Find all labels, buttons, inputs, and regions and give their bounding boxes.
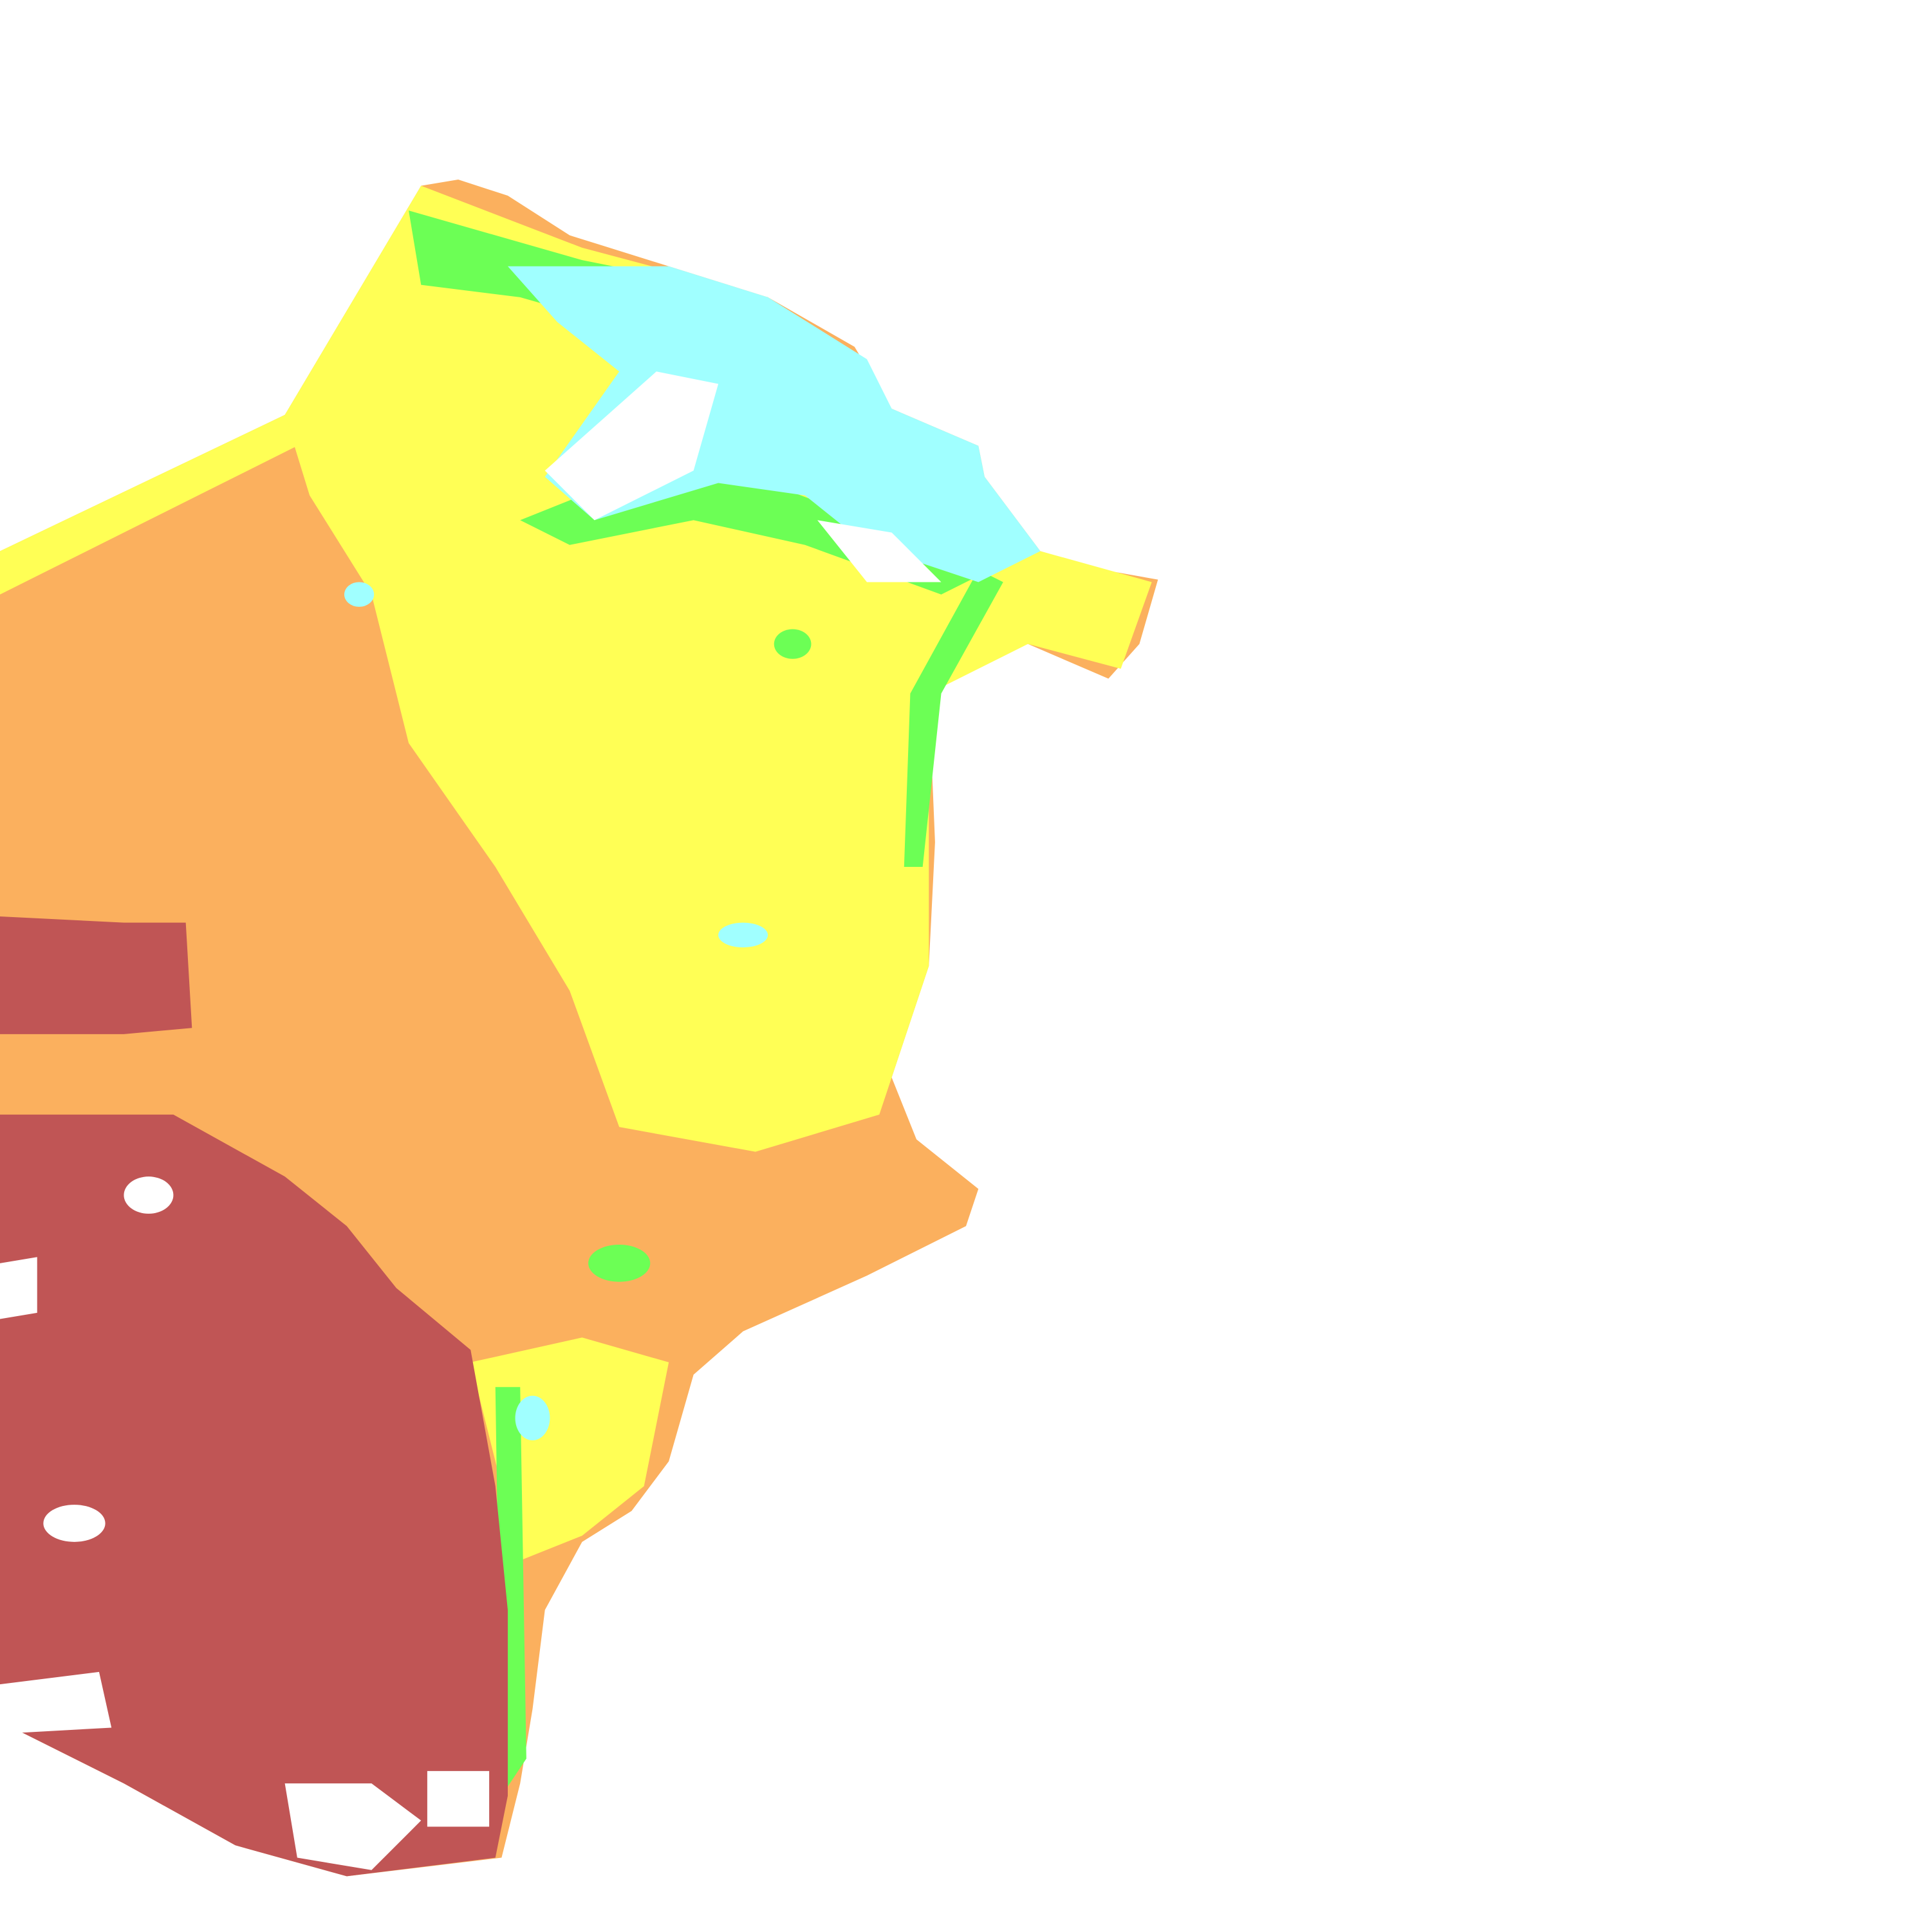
region-class-3 — [284, 185, 1152, 1152]
pond — [344, 582, 375, 607]
region-class-3-west — [0, 414, 297, 595]
vegetation-patch — [774, 629, 812, 659]
nodata-hole — [0, 1671, 112, 1734]
pond — [515, 1395, 550, 1441]
nodata-hole — [284, 1783, 422, 1870]
region-class-1 — [507, 266, 1041, 582]
nodata-hole — [427, 1770, 490, 1827]
region-class-2-channel — [904, 570, 1003, 868]
nodata-hole — [0, 1257, 37, 1319]
nodata-hole — [544, 371, 719, 521]
region-class-5-west — [0, 916, 192, 1034]
pond — [718, 922, 768, 948]
nodata-hole — [817, 520, 942, 582]
region-class-5-south — [0, 1114, 508, 1877]
vegetation-patch — [588, 1244, 651, 1282]
nodata-hole — [43, 1505, 106, 1542]
nodata-hole — [124, 1176, 174, 1214]
